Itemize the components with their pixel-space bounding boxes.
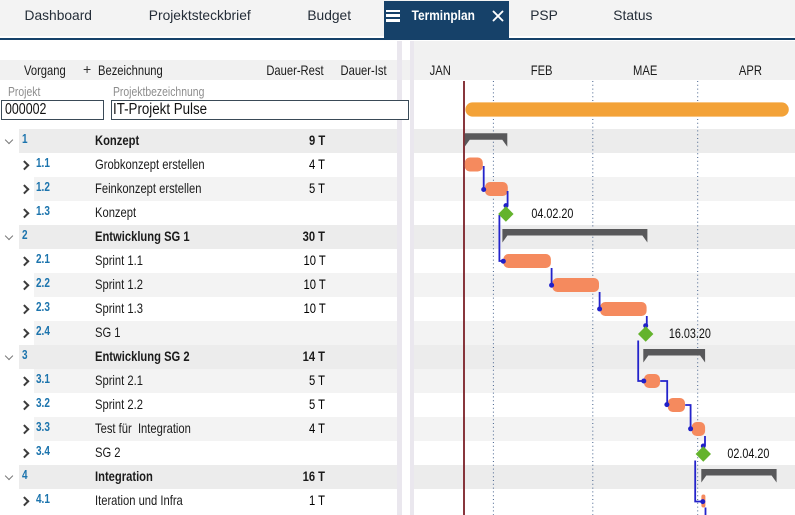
svg-text:04.02.20: 04.02.20 <box>531 206 573 221</box>
svg-text:16.03.20: 16.03.20 <box>668 326 710 341</box>
svg-text:02.04.20: 02.04.20 <box>727 446 769 461</box>
